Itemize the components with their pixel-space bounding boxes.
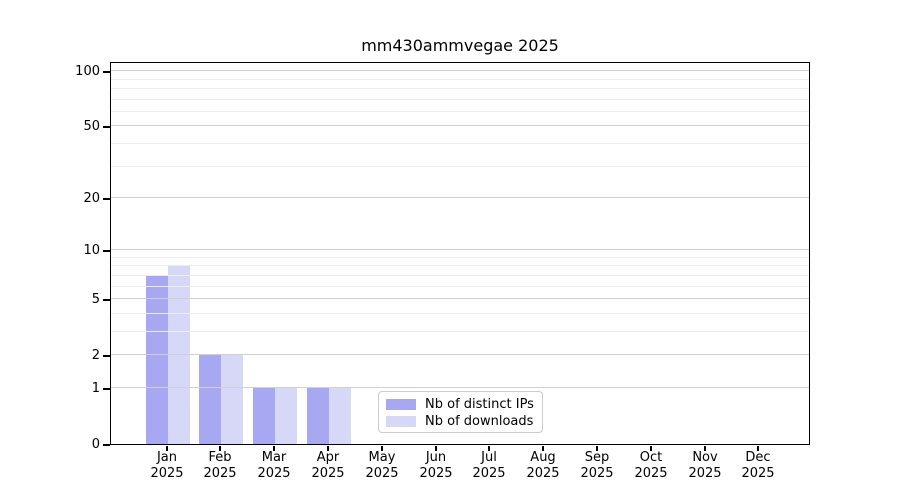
y-tick-label-50: 50 [83, 119, 100, 134]
x-tick-label-jan: Jan 2025 [150, 450, 184, 481]
y-tick-mark-5 [103, 299, 110, 301]
gridline-50 [111, 125, 809, 126]
bar-downloads-mar [275, 388, 297, 444]
y-tick-label-1: 1 [91, 381, 100, 396]
gridline-40 [111, 143, 809, 144]
x-tick-label-oct: Oct 2025 [634, 450, 668, 481]
legend: Nb of distinct IPs Nb of downloads [378, 391, 543, 433]
gridline-10 [111, 249, 809, 250]
gridline-6 [111, 286, 809, 287]
bar-downloads-jan [168, 266, 190, 444]
gridline-20 [111, 197, 809, 198]
gridline-90 [111, 79, 809, 80]
plot-area [110, 62, 810, 445]
x-tick-label-sep: Sep 2025 [580, 450, 614, 481]
gridline-5 [111, 298, 809, 299]
legend-swatch-distinct-ips [386, 399, 416, 410]
gridline-4 [111, 313, 809, 314]
y-tick-mark-50 [103, 126, 110, 128]
bar-distinct-ips-jan [146, 276, 168, 444]
y-tick-label-5: 5 [91, 292, 100, 307]
x-tick-label-nov: Nov 2025 [688, 450, 722, 481]
gridline-2 [111, 354, 809, 355]
legend-swatch-downloads [386, 416, 416, 427]
gridline-3 [111, 331, 809, 332]
y-tick-mark-0 [103, 444, 110, 446]
legend-entry-distinct-ips: Nb of distinct IPs [386, 396, 536, 413]
x-tick-mark-aug [542, 446, 544, 451]
y-tick-label-0: 0 [91, 437, 100, 452]
gridline-7 [111, 275, 809, 276]
y-tick-mark-1 [103, 388, 110, 390]
gridline-8 [111, 265, 809, 266]
x-tick-mark-sep [596, 446, 598, 451]
gridline-70 [111, 99, 809, 100]
legend-label-downloads: Nb of downloads [425, 414, 534, 429]
legend-entry-downloads: Nb of downloads [386, 413, 536, 430]
bar-distinct-ips-apr [307, 388, 329, 444]
y-tick-label-100: 100 [75, 64, 100, 79]
bar-downloads-apr [329, 388, 351, 444]
x-tick-label-dec: Dec 2025 [741, 450, 775, 481]
x-tick-label-aug: Aug 2025 [526, 450, 560, 481]
x-tick-mark-jun [435, 446, 437, 451]
x-tick-label-may: May 2025 [365, 450, 399, 481]
y-tick-label-2: 2 [91, 348, 100, 363]
x-tick-mark-feb [219, 446, 221, 451]
x-tick-label-jun: Jun 2025 [419, 450, 453, 481]
gridline-60 [111, 111, 809, 112]
gridline-80 [111, 88, 809, 89]
y-tick-mark-100 [103, 71, 110, 73]
x-tick-mark-apr [327, 446, 329, 451]
x-tick-mark-dec [757, 446, 759, 451]
x-tick-mark-jul [488, 446, 490, 451]
x-tick-mark-nov [704, 446, 706, 451]
bar-distinct-ips-mar [253, 388, 275, 444]
y-tick-mark-2 [103, 355, 110, 357]
y-tick-mark-10 [103, 250, 110, 252]
gridline-100 [111, 70, 809, 71]
gridline-9 [111, 257, 809, 258]
y-tick-label-10: 10 [83, 243, 100, 258]
x-tick-mark-mar [273, 446, 275, 451]
y-tick-mark-20 [103, 198, 110, 200]
x-tick-label-jul: Jul 2025 [472, 450, 506, 481]
bar-downloads-feb [221, 355, 243, 444]
x-tick-label-mar: Mar 2025 [257, 450, 291, 481]
x-tick-label-apr: Apr 2025 [311, 450, 345, 481]
gridline-1 [111, 387, 809, 388]
x-tick-label-feb: Feb 2025 [203, 450, 237, 481]
x-tick-mark-jan [166, 446, 168, 451]
y-tick-label-20: 20 [83, 191, 100, 206]
x-tick-mark-oct [650, 446, 652, 451]
chart-title: mm430ammvegae 2025 [361, 36, 559, 55]
x-tick-mark-may [381, 446, 383, 451]
bar-distinct-ips-feb [199, 355, 221, 444]
gridline-30 [111, 166, 809, 167]
legend-label-distinct-ips: Nb of distinct IPs [425, 397, 534, 412]
